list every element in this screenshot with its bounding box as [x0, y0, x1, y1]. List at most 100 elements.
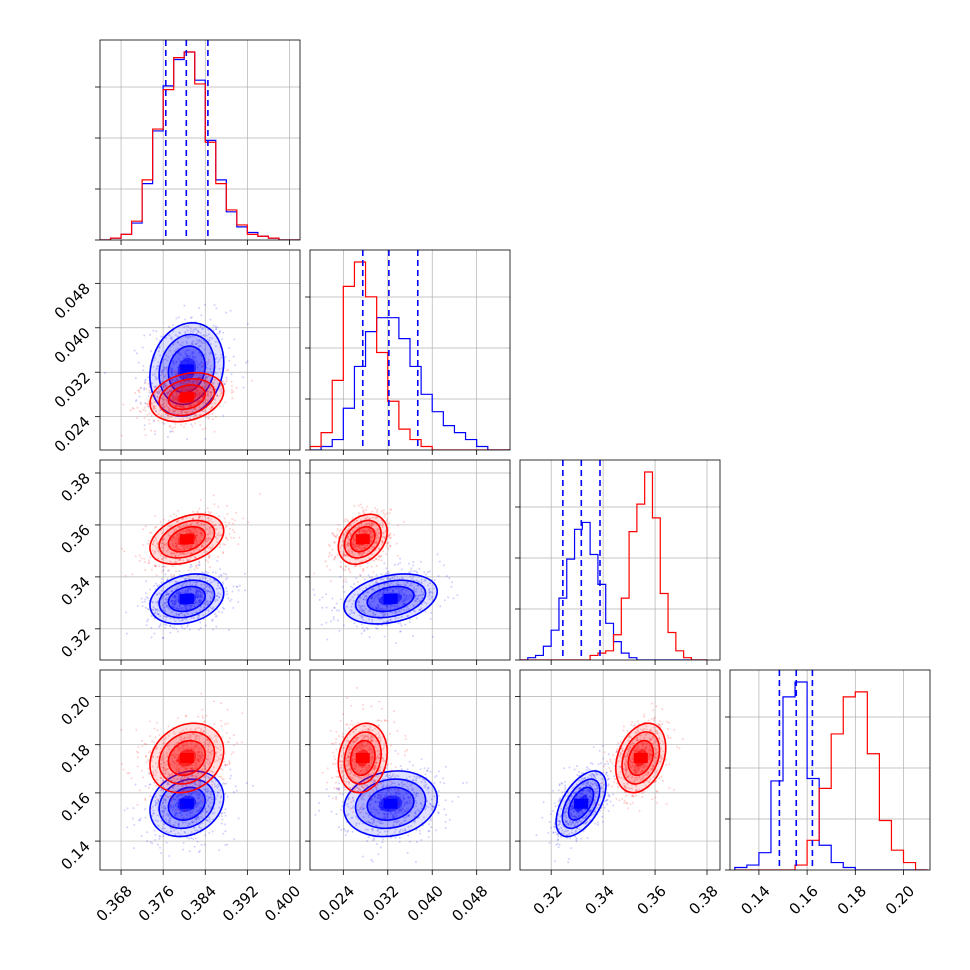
sample-point [188, 544, 191, 547]
sample-point [188, 530, 191, 533]
sample-point [416, 597, 419, 600]
sample-point [191, 613, 194, 616]
axes-frame [99, 249, 301, 451]
sample-point [208, 413, 210, 416]
y-tick-label: 0.34 [57, 573, 93, 609]
sample-point [179, 548, 182, 551]
sample-point [194, 587, 197, 590]
sample-point [211, 382, 214, 385]
sample-point [165, 598, 168, 601]
sample-point [400, 568, 403, 571]
sample-point [339, 547, 342, 549]
sample-point [183, 356, 185, 359]
sample-point [204, 599, 207, 602]
sample-point [349, 609, 352, 612]
contour-line [337, 513, 389, 565]
sample-point [204, 624, 207, 627]
sample-point [197, 391, 200, 394]
sample-point [383, 582, 386, 585]
sample-point [420, 588, 423, 591]
sample-point [184, 578, 187, 581]
sample-point [189, 389, 192, 392]
sample-point [211, 591, 214, 594]
sample-point [170, 590, 173, 593]
sample-point [208, 816, 211, 819]
sample-point [214, 340, 217, 343]
sample-point [172, 545, 175, 548]
sample-point [204, 539, 207, 542]
sample-point [161, 827, 164, 830]
sample-point [201, 532, 204, 535]
sample-point [177, 809, 180, 812]
sample-point [138, 554, 141, 557]
sample-point [174, 555, 177, 558]
sample-point [195, 596, 198, 599]
sample-point [371, 521, 374, 524]
sample-point [368, 523, 371, 525]
sample-point [165, 604, 168, 606]
sample-point [191, 517, 194, 520]
sample-point [143, 334, 146, 337]
sample-point [181, 582, 184, 585]
sample-point [232, 528, 235, 531]
sample-point [154, 736, 157, 739]
sample-point [180, 405, 183, 408]
sample-point [388, 571, 390, 574]
sample-point [379, 554, 382, 557]
sample-point [188, 814, 191, 817]
sample-point [183, 383, 186, 385]
sample-point [339, 575, 342, 578]
sample-point [364, 529, 367, 532]
sample-point [207, 511, 210, 513]
histogram-panel-2 [515, 459, 721, 665]
sample-point [179, 552, 182, 555]
sample-point [199, 353, 202, 356]
scatter-panel-2-0: 0.320.340.360.38 [57, 459, 301, 665]
sample-point [210, 590, 213, 593]
sample-point [352, 554, 355, 557]
sample-point [379, 555, 382, 558]
sample-point [173, 404, 175, 407]
sample-point [164, 806, 167, 809]
sample-point [206, 590, 209, 593]
sample-point [203, 583, 206, 586]
sample-point [144, 799, 147, 802]
sample-point [215, 537, 218, 540]
sample-point [412, 564, 415, 567]
sample-point [192, 350, 195, 353]
sample-point [141, 346, 144, 349]
sample-point [186, 527, 189, 530]
sample-point [164, 384, 167, 387]
sample-point [182, 817, 185, 820]
sample-point [221, 818, 224, 821]
histogram-panel-0 [95, 39, 301, 245]
sample-point [200, 523, 203, 526]
sample-point [147, 402, 149, 405]
sample-point [208, 333, 210, 336]
sample-point [184, 411, 187, 414]
sample-point [207, 590, 210, 593]
sample-point [401, 593, 404, 596]
sample-point [177, 770, 180, 773]
sample-point [161, 404, 164, 407]
sample-point [123, 809, 126, 812]
sample-point [197, 588, 200, 591]
sample-point [199, 596, 202, 599]
sample-point [220, 534, 223, 537]
sample-point [215, 797, 218, 800]
sample-point [125, 632, 128, 635]
sample-point [350, 552, 353, 554]
sample-point [162, 399, 165, 402]
sample-point [204, 378, 207, 380]
sample-point [197, 593, 200, 596]
sample-point [385, 553, 387, 556]
sample-point [170, 380, 172, 383]
sample-point [144, 402, 146, 405]
sample-point [231, 385, 233, 387]
sample-point [194, 818, 197, 821]
sample-point [149, 588, 152, 591]
sample-point [365, 530, 368, 533]
sample-point [186, 354, 189, 357]
sample-point [193, 528, 196, 531]
sample-point [335, 602, 338, 605]
